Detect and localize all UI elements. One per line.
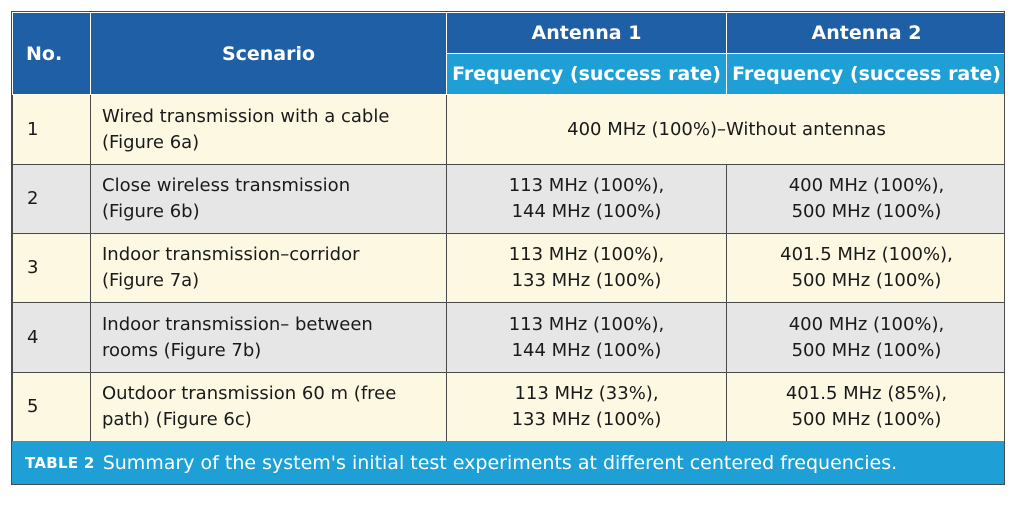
frequency-line: 113 MHz (100%),: [508, 244, 665, 265]
scenario-line: Indoor transmission–corridor: [102, 244, 360, 265]
scenario-cell: Close wireless transmission (Figure 6b): [90, 164, 447, 234]
frequency-line: 401.5 MHz (100%),: [780, 244, 953, 265]
scenario-line: Outdoor transmission 60 m (free: [102, 383, 397, 404]
frequency-line: 144 MHz (100%): [511, 339, 662, 361]
frequency-line: 113 MHz (100%),: [508, 313, 665, 335]
caption-text: Summary of the system's initial test exp…: [102, 451, 898, 474]
header-frequency-1: Frequency (success rate): [446, 53, 727, 95]
frequency-line: 500 MHz (100%): [791, 409, 942, 430]
scenario-line: (Figure 7a): [102, 270, 200, 291]
frequency-line: 144 MHz (100%): [511, 201, 662, 222]
frequency-line: 133 MHz (100%): [511, 409, 662, 430]
antenna-2-cell: 401.5 MHz (85%), 500 MHz (100%): [726, 372, 1004, 442]
antenna-1-cell: 113 MHz (33%), 133 MHz (100%): [446, 372, 727, 442]
antenna-2-cell: 401.5 MHz (100%), 500 MHz (100%): [726, 233, 1004, 303]
header-row-top: No. Scenario Antenna 1 Antenna 2: [12, 12, 1004, 95]
scenario-line: path) (Figure 6c): [102, 409, 252, 430]
frequency-line: 500 MHz (100%): [791, 201, 942, 222]
antenna-1-cell: 113 MHz (100%), 144 MHz (100%): [446, 302, 727, 373]
antenna-1-cell: 113 MHz (100%), 144 MHz (100%): [446, 164, 727, 234]
row-number: 1: [12, 94, 91, 165]
scenario-line: (Figure 6b): [102, 201, 200, 222]
antenna-2-cell: 400 MHz (100%), 500 MHz (100%): [726, 302, 1004, 373]
caption-label: TABLE 2: [25, 453, 95, 472]
scenario-line: Indoor transmission– between: [102, 313, 373, 335]
row-number: 4: [12, 302, 91, 373]
header-scenario: Scenario: [90, 12, 447, 95]
data-table: No. Scenario Antenna 1 Antenna 2 Frequen…: [12, 12, 1004, 442]
header-antenna-1: Antenna 1: [446, 12, 727, 54]
scenario-line: rooms (Figure 7b): [102, 339, 262, 361]
row-number: 5: [12, 372, 91, 442]
table-row: 5 Outdoor transmission 60 m (free path) …: [12, 372, 1004, 442]
table-container: No. Scenario Antenna 1 Antenna 2 Frequen…: [11, 11, 1005, 485]
row-number: 2: [12, 164, 91, 234]
frequency-line: 401.5 MHz (85%),: [785, 383, 948, 404]
header-no: No.: [12, 12, 91, 95]
scenario-line: Close wireless transmission: [102, 175, 351, 196]
table-row: 4 Indoor transmission– between rooms (Fi…: [12, 302, 1004, 373]
header-frequency-2: Frequency (success rate): [726, 53, 1004, 95]
table-row: 2 Close wireless transmission (Figure 6b…: [12, 164, 1004, 234]
frequency-line: 400 MHz (100%),: [788, 313, 945, 335]
merged-frequency-cell: 400 MHz (100%)–Without antennas: [446, 94, 1004, 165]
frequency-line: 133 MHz (100%): [511, 270, 662, 291]
frequency-line: 113 MHz (100%),: [508, 175, 665, 196]
frequency-line: 113 MHz (33%),: [514, 383, 659, 404]
table-row: 1 Wired transmission with a cable (Figur…: [12, 94, 1004, 165]
antenna-2-cell: 400 MHz (100%), 500 MHz (100%): [726, 164, 1004, 234]
row-number: 3: [12, 233, 91, 303]
header-antenna-2: Antenna 2: [726, 12, 1004, 54]
scenario-line: (Figure 6a): [102, 131, 200, 153]
antenna-1-cell: 113 MHz (100%), 133 MHz (100%): [446, 233, 727, 303]
table-caption: TABLE 2 Summary of the system's initial …: [12, 441, 1004, 484]
frequency-line: 400 MHz (100%),: [788, 175, 945, 196]
table-row: 3 Indoor transmission–corridor (Figure 7…: [12, 233, 1004, 303]
scenario-cell: Outdoor transmission 60 m (free path) (F…: [90, 372, 447, 442]
scenario-line: Wired transmission with a cable: [102, 105, 390, 127]
frequency-line: 500 MHz (100%): [791, 339, 942, 361]
frequency-line: 500 MHz (100%): [791, 270, 942, 291]
scenario-cell: Indoor transmission–corridor (Figure 7a): [90, 233, 447, 303]
scenario-cell: Wired transmission with a cable (Figure …: [90, 94, 447, 165]
scenario-cell: Indoor transmission– between rooms (Figu…: [90, 302, 447, 373]
